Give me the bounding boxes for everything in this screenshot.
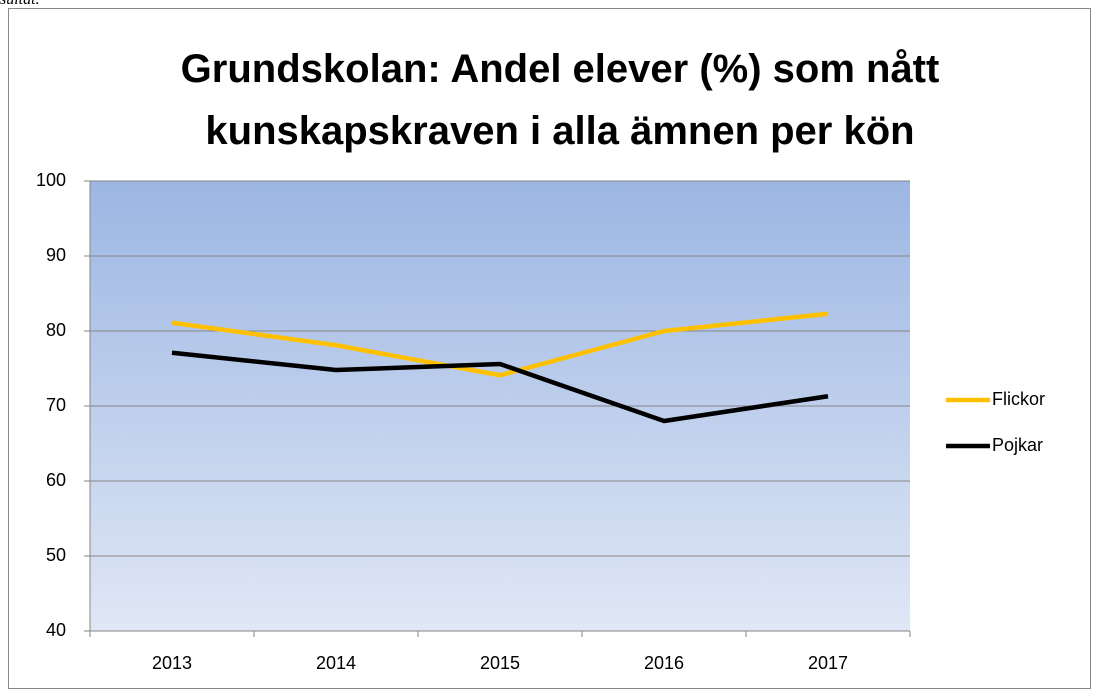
y-tick-label: 70 <box>46 395 66 415</box>
y-tick-label: 40 <box>46 620 66 640</box>
series-line <box>171 350 829 424</box>
chart-frame <box>8 8 1091 689</box>
legend-label: Pojkar <box>992 435 1043 455</box>
x-tick-label: 2015 <box>480 653 520 673</box>
y-tick-label: 50 <box>46 545 66 565</box>
chart-title: Grundskolan: Andel elever (%) som nått k… <box>180 47 940 153</box>
y-tick-label: 90 <box>46 245 66 265</box>
y-tick-label: 80 <box>46 320 66 340</box>
y-tick-label: 100 <box>36 170 66 190</box>
header-fragment: sultat. <box>0 0 40 9</box>
series-line <box>171 311 829 378</box>
x-tick-label: 2013 <box>152 653 192 673</box>
x-tick-label: 2017 <box>808 653 848 673</box>
y-tick-label: 60 <box>46 470 66 490</box>
legend-label: Flickor <box>992 389 1045 409</box>
x-tick-label: 2016 <box>644 653 684 673</box>
x-tick-label: 2014 <box>316 653 356 673</box>
